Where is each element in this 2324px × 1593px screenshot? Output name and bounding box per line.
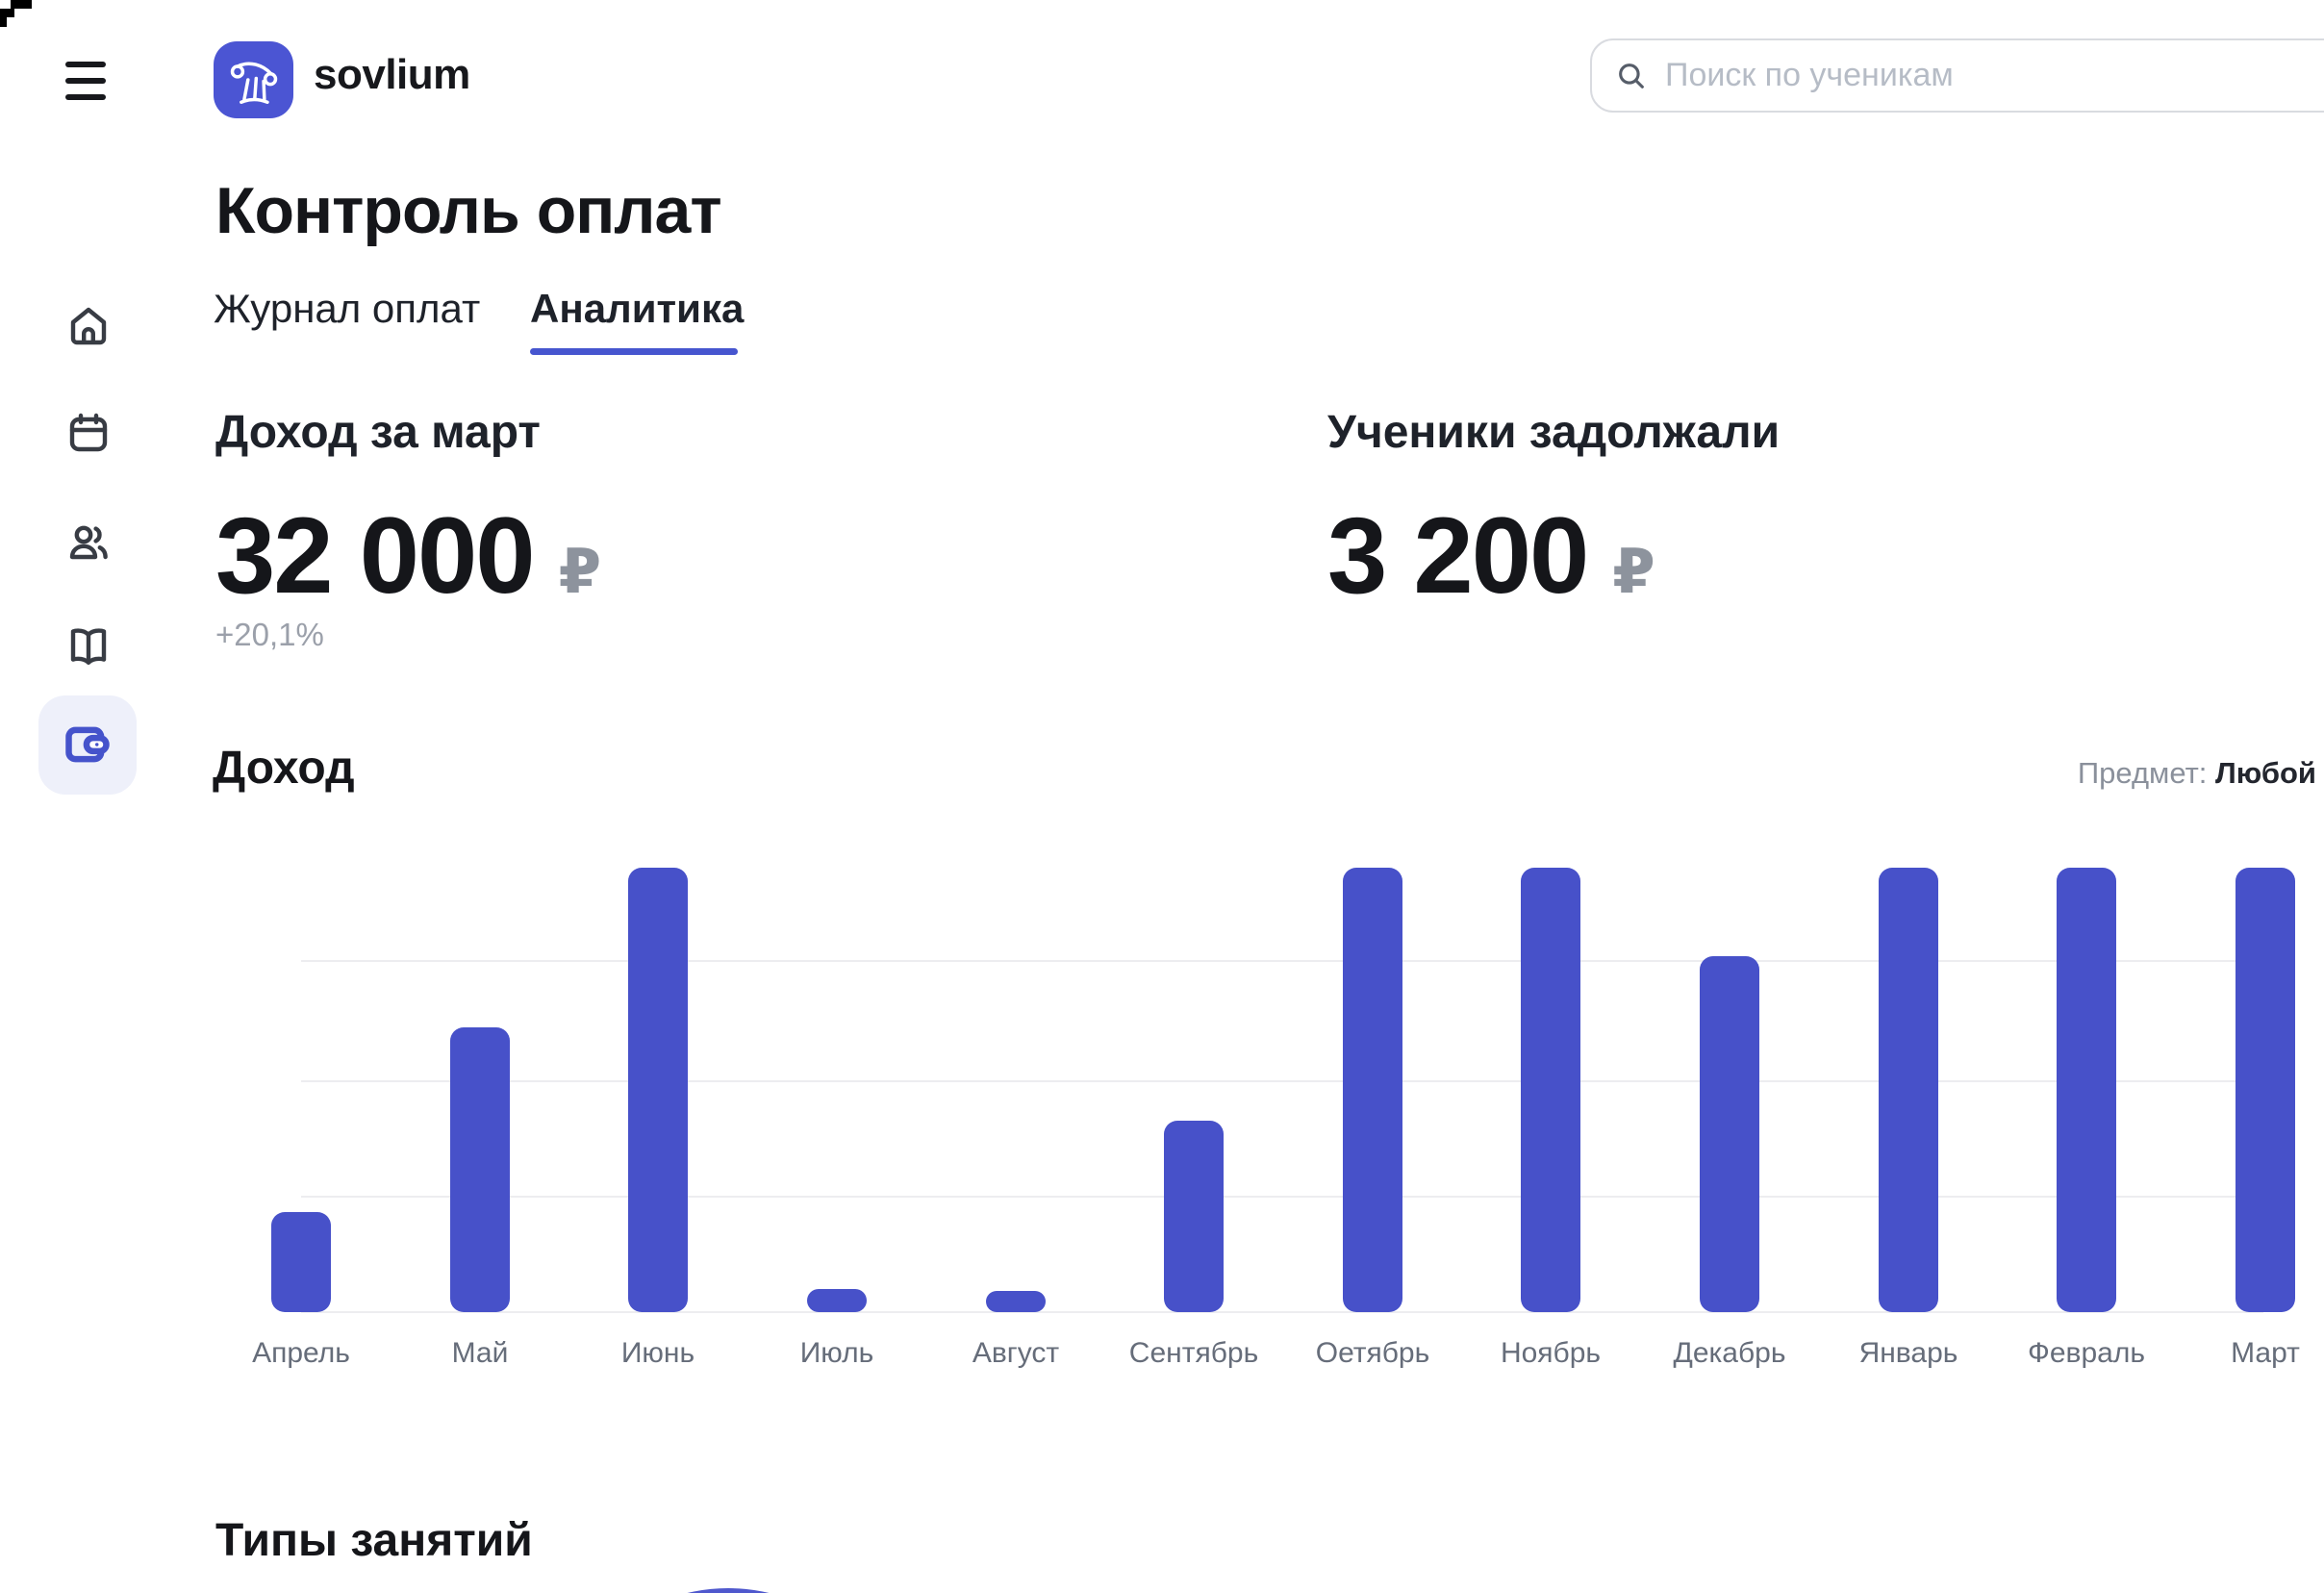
- income-bar-Декабрь[interactable]: [1700, 956, 1759, 1312]
- search-box[interactable]: [1590, 38, 2324, 113]
- chart-month-label: Март: [2231, 1337, 2300, 1369]
- chart-gridline: [301, 960, 2263, 963]
- calendar-icon: [65, 410, 112, 456]
- ruble-sign: ₽: [1612, 537, 1655, 608]
- chart-gridline: [301, 1079, 2263, 1082]
- income-bar-Август[interactable]: [986, 1291, 1046, 1312]
- hamburger-icon: [65, 78, 106, 84]
- chart-gridline: [301, 1195, 2263, 1198]
- page-title: Контроль оплат: [215, 174, 722, 247]
- search-icon: [1615, 60, 1648, 92]
- subject-filter-label: Предмет:: [2077, 756, 2208, 790]
- chart-month-label: Май: [451, 1337, 509, 1369]
- sidebar-item-calendar[interactable]: [54, 398, 123, 468]
- lesson-types-title: Типы занятий: [215, 1515, 533, 1566]
- income-bar-Май[interactable]: [450, 1027, 510, 1312]
- search-input[interactable]: [1663, 56, 2324, 95]
- income-bar-Июнь[interactable]: [628, 868, 688, 1312]
- chart-month-label: Декабрь: [1673, 1337, 1786, 1369]
- income-section-title: Доход: [213, 743, 355, 794]
- debt-stat-label: Ученики задолжали: [1327, 407, 1781, 458]
- wallet-icon: [63, 720, 113, 770]
- chart-month-label: Апрель: [252, 1337, 350, 1369]
- chart-month-label: Оетябрь: [1315, 1337, 1430, 1369]
- app-name: sovlium: [314, 51, 470, 98]
- tab-payments-journal[interactable]: Журнал оплат: [214, 286, 481, 331]
- subject-filter-value: Любой: [2215, 756, 2316, 790]
- chart-month-label: Июль: [799, 1337, 874, 1369]
- users-icon: [65, 519, 112, 566]
- sidebar-item-payments[interactable]: [53, 710, 122, 779]
- sidebar-item-journal[interactable]: [54, 612, 123, 681]
- income-bar-Январь[interactable]: [1879, 868, 1938, 1312]
- income-stat-label: Доход за март: [215, 407, 541, 458]
- income-bar-Июль[interactable]: [807, 1289, 867, 1312]
- book-icon: [65, 623, 112, 670]
- chart-month-label: Август: [972, 1337, 1060, 1369]
- column-logo-icon: [224, 50, 284, 110]
- chart-baseline: [301, 1311, 2263, 1313]
- income-bar-Март[interactable]: [2236, 868, 2295, 1312]
- income-bar-Оетябрь[interactable]: [1343, 868, 1402, 1312]
- chart-month-label: Январь: [1858, 1337, 1958, 1369]
- income-stat-value: 32 000 ₽: [215, 495, 602, 616]
- subject-filter[interactable]: Предмет: Любой: [2078, 758, 2316, 788]
- chart-month-label: Ноябрь: [1500, 1337, 1602, 1369]
- sidebar-item-home[interactable]: [54, 291, 123, 361]
- app-logo[interactable]: [214, 41, 293, 118]
- hamburger-icon: [65, 62, 106, 67]
- chart-month-label: Июнь: [620, 1337, 695, 1369]
- active-tab-underline: [530, 348, 738, 355]
- tab-analytics[interactable]: Аналитика: [530, 286, 745, 331]
- chart-month-label: Февраль: [2028, 1337, 2145, 1369]
- income-bar-Апрель[interactable]: [271, 1212, 331, 1312]
- ruble-sign: ₽: [558, 537, 602, 608]
- income-stat-delta: +20,1%: [215, 617, 324, 652]
- lesson-types-donut-chart: [552, 1588, 904, 1593]
- income-bar-Сентябрь[interactable]: [1164, 1121, 1224, 1312]
- income-bar-Февраль[interactable]: [2057, 868, 2116, 1312]
- sidebar-item-students[interactable]: [54, 508, 123, 577]
- home-icon: [65, 303, 112, 349]
- income-bar-chart: Апрель Май Июнь Июль Август Сентябрь Оетябрь Но…: [0, 847, 2324, 1395]
- hamburger-icon: [65, 94, 106, 100]
- chart-month-label: Сентябрь: [1128, 1337, 1259, 1369]
- screen-corner-artifact: [0, 0, 32, 27]
- debt-stat-value: 3 200 ₽: [1327, 495, 1655, 616]
- income-bar-Ноябрь[interactable]: [1521, 868, 1580, 1312]
- hamburger-menu-button[interactable]: [65, 60, 110, 102]
